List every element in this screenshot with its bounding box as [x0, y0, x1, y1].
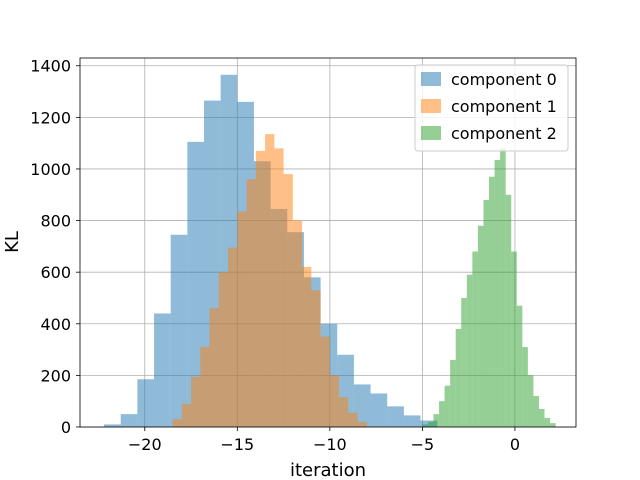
histogram-bar — [320, 336, 330, 427]
histogram-bar — [466, 274, 473, 427]
histogram-bar — [483, 199, 490, 427]
histogram-bar — [218, 272, 229, 427]
histogram-bar — [522, 347, 528, 427]
histogram-bar — [403, 415, 421, 427]
histogram-bar — [348, 412, 358, 427]
histogram-bar — [265, 134, 275, 427]
histogram-bar — [200, 347, 210, 427]
histogram-bar — [246, 179, 256, 427]
histogram-bar — [353, 384, 371, 427]
y-tick-label: 200 — [40, 366, 71, 385]
x-tick-label: −10 — [313, 435, 347, 454]
histogram-bar — [170, 234, 188, 427]
y-tick-label: 800 — [40, 212, 71, 231]
histogram-bar — [455, 328, 462, 427]
histogram-bar — [172, 419, 182, 427]
histogram-bar — [472, 251, 478, 427]
histogram-bar — [450, 359, 456, 427]
histogram-bar — [461, 297, 467, 427]
histogram-bar — [209, 308, 219, 427]
histogram-bar — [550, 423, 556, 427]
histogram-bar — [444, 385, 451, 427]
histogram-bar — [387, 406, 404, 427]
histogram-bar — [494, 159, 501, 427]
x-tick-label: −15 — [220, 435, 254, 454]
legend-swatch-component-2 — [421, 126, 441, 140]
histogram-bar — [329, 375, 340, 427]
histogram-bar — [516, 305, 523, 427]
histogram-bar — [422, 424, 428, 427]
y-tick-label: 600 — [40, 263, 71, 282]
histogram-bar — [489, 176, 495, 427]
x-tick-label: 0 — [510, 435, 520, 454]
histogram-bar — [302, 267, 312, 427]
legend-label-component-0: component 0 — [451, 70, 557, 89]
legend-box — [414, 64, 569, 152]
histogram-bar — [104, 424, 121, 427]
series-component-2 — [422, 148, 556, 427]
plot-frame — [79, 57, 577, 428]
histogram-bar — [500, 148, 506, 427]
histogram-bar — [187, 141, 204, 427]
y-tick-label: 0 — [61, 418, 71, 437]
y-tick-label: 1400 — [30, 57, 71, 76]
histogram-bar — [477, 225, 484, 427]
y-tick-label: 400 — [40, 315, 71, 334]
legend-swatch-component-1 — [421, 99, 441, 113]
histogram-bar — [433, 414, 440, 427]
histogram-bar — [357, 421, 367, 427]
x-axis-label: iteration — [290, 460, 366, 480]
histogram-bar — [505, 194, 512, 427]
histogram-bar — [255, 150, 266, 427]
histogram-bar — [228, 247, 238, 427]
histogram-bar — [370, 393, 388, 427]
legend: component 0 component 1 component 2 — [414, 64, 569, 152]
histogram-bar — [544, 417, 551, 427]
legend-swatch-component-0 — [421, 72, 441, 86]
histogram-bars — [104, 74, 556, 428]
y-tick-label: 1200 — [30, 108, 71, 127]
histogram-bar — [292, 220, 303, 427]
histogram-bar — [191, 376, 201, 427]
histogram-bar — [538, 408, 545, 427]
histogram-bar — [311, 290, 321, 427]
histogram-bar — [137, 379, 155, 427]
histogram-bar — [120, 414, 138, 427]
histogram-bar — [283, 174, 293, 427]
histogram-bar — [439, 401, 445, 427]
legend-label-component-1: component 1 — [451, 97, 557, 116]
y-axis-label: KL — [2, 231, 23, 253]
histogram-bar — [339, 397, 349, 427]
series-component-1 — [172, 134, 367, 427]
histogram-bar — [533, 396, 539, 427]
y-tick-label: 1000 — [30, 160, 71, 179]
x-tick-label: −20 — [128, 435, 162, 454]
histogram-bar — [274, 148, 284, 427]
x-tick-label: −5 — [411, 435, 435, 454]
histogram-bar — [427, 421, 434, 427]
histogram-bar — [511, 251, 517, 427]
legend-label-component-2: component 2 — [451, 124, 557, 143]
histogram-bar — [181, 403, 192, 427]
axis-ticks: −20 −15 −10 −5 0 0 200 400 600 800 1000 1200 1400 — [30, 57, 520, 454]
histogram-bar — [527, 375, 534, 427]
histogram-bar — [237, 211, 247, 427]
histogram-bar — [154, 313, 171, 427]
